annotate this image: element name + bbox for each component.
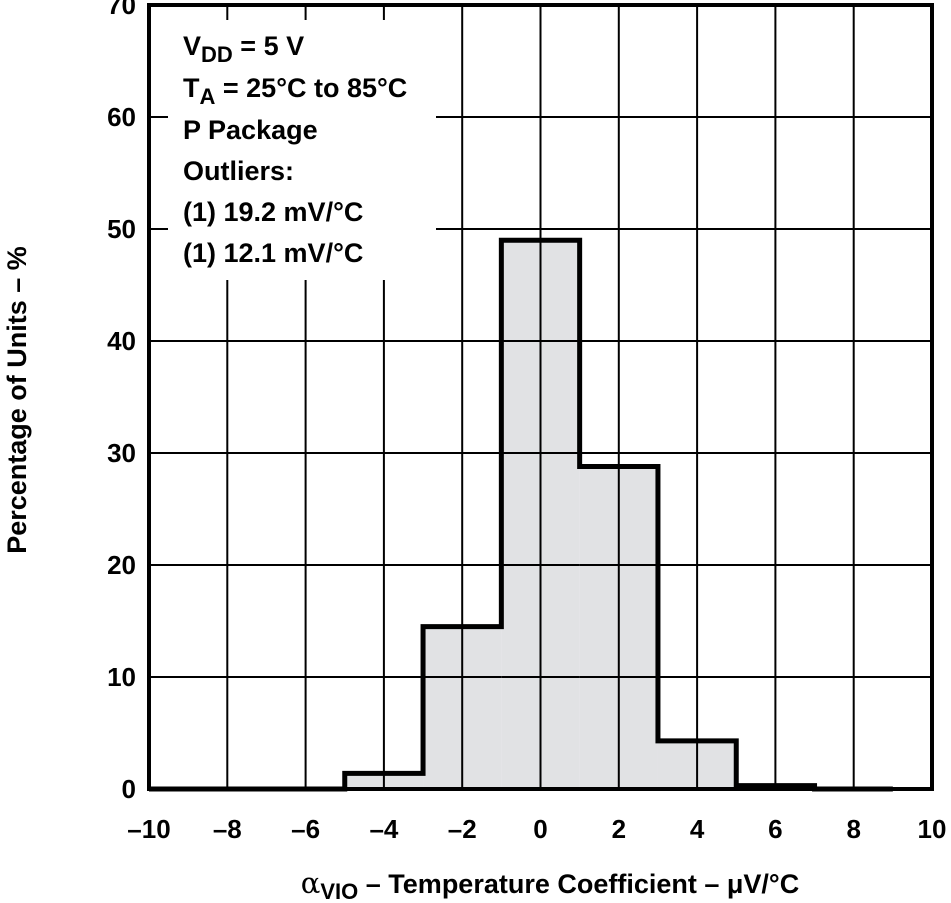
x-tick-label: 10: [918, 814, 947, 844]
x-axis-label: αVIO – Temperature Coefficient – μV/°C: [301, 866, 799, 903]
x-tick-label: 0: [533, 814, 547, 844]
outlier-1: (1) 19.2 mV/°C: [183, 197, 363, 227]
conditions-annotation: VDD = 5 V TA = 25°C to 85°C P Package Ou…: [183, 31, 407, 268]
y-tick-label: 20: [107, 550, 136, 580]
vdd-condition: VDD = 5 V: [183, 31, 304, 67]
x-tick-label: 6: [768, 814, 782, 844]
histogram-bars: [149, 237, 893, 792]
plot-frame: [147, 3, 934, 791]
outliers-heading: Outliers:: [183, 156, 294, 186]
y-tick-label: 10: [107, 662, 136, 692]
x-tick-label: –6: [291, 814, 320, 844]
y-tick-labels: 0 10 20 30 40 50 60 70: [107, 0, 136, 804]
y-tick-label: 30: [107, 438, 136, 468]
x-tick-label: –8: [213, 814, 242, 844]
y-tick-label: 70: [107, 0, 136, 20]
y-tick-label: 0: [122, 774, 136, 804]
plot-border: [147, 3, 934, 791]
y-tick-label: 50: [107, 214, 136, 244]
x-tick-label: –10: [127, 814, 170, 844]
y-tick-label: 40: [107, 326, 136, 356]
x-tick-label: 4: [690, 814, 705, 844]
annotation-box: [168, 20, 436, 280]
x-tick-label: 8: [846, 814, 860, 844]
x-tick-label: –2: [448, 814, 477, 844]
outlier-2: (1) 12.1 mV/°C: [183, 238, 363, 268]
ta-condition: TA = 25°C to 85°C: [183, 73, 407, 109]
y-axis-label: Percentage of Units – %: [2, 246, 32, 554]
x-tick-label: 2: [612, 814, 626, 844]
package-label: P Package: [183, 115, 318, 145]
x-tick-label: –4: [369, 814, 398, 844]
y-tick-label: 60: [107, 102, 136, 132]
x-tick-labels: –10 –8 –6 –4 –2 0 2 4 6 8 10: [127, 814, 946, 844]
